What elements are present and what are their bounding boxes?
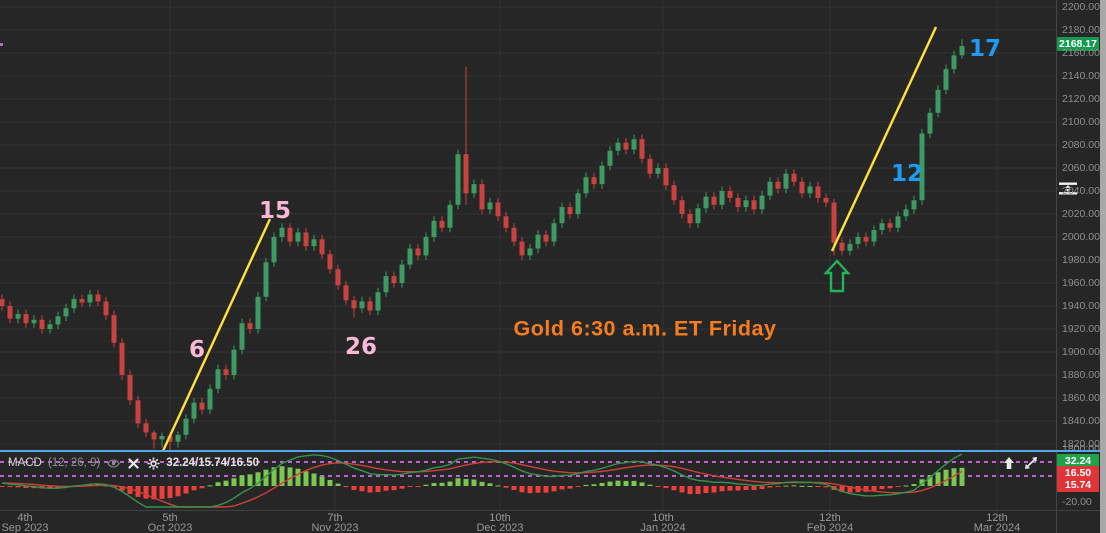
macd-axis-tick: -20.00 — [1062, 496, 1092, 508]
price-tick-label: 2000.00 — [1062, 231, 1100, 243]
macd-value-label: 15.74 — [1057, 478, 1099, 492]
price-scale-drag-handle-icon[interactable] — [1058, 181, 1078, 202]
time-axis-label: 4th Sep 2023 — [1, 512, 49, 533]
time-axis-label: 12th Feb 2024 — [806, 512, 854, 533]
time-axis-label: 10th Dec 2023 — [476, 512, 524, 533]
price-tick-label: 1860.00 — [1062, 392, 1100, 404]
macd-value-label: 32.24 — [1057, 454, 1099, 468]
close-indicator-icon[interactable] — [126, 456, 140, 470]
macd-values: 32.24/15.74/16.50 — [166, 457, 260, 469]
time-axis-label: 10th Jan 2024 — [640, 512, 686, 533]
time-axis[interactable]: 4th Sep 2023 5th Oct 2023 7th Nov 2023 10th Dec… — [0, 510, 1106, 533]
price-tick-label: 2080.00 — [1062, 139, 1100, 151]
price-axis[interactable]: 2168.17 -20.00 1800.00 2200.00 2180.00 216… — [1056, 0, 1100, 533]
price-tick-label: 2140.00 — [1062, 70, 1100, 82]
price-tick-label: 2040.00 — [1062, 185, 1100, 197]
maximize-pane-icon[interactable] — [1024, 456, 1038, 470]
macd-params: (12, 26, 9) — [47, 457, 101, 469]
macd-indicator-header: MACD (12, 26, 9) 32.24/15.74/16.50 — [8, 456, 259, 470]
price-tick-label: 1920.00 — [1062, 323, 1100, 335]
price-tick-label: 2200.00 — [1062, 1, 1100, 13]
price-tick-label: 2120.00 — [1062, 93, 1100, 105]
price-tick-label: 2020.00 — [1062, 208, 1100, 220]
time-axis-label: 12th Mar 2024 — [973, 512, 1021, 533]
time-axis-label: 7th Nov 2023 — [311, 512, 359, 533]
price-tick-label: 2180.00 — [1062, 24, 1100, 36]
price-tick-label: 1900.00 — [1062, 346, 1100, 358]
price-tick-label: 1960.00 — [1062, 277, 1100, 289]
price-tick-label: 1880.00 — [1062, 369, 1100, 381]
pane-controls — [1002, 456, 1038, 470]
pane-separator[interactable] — [0, 450, 1103, 452]
price-tick-label: 1840.00 — [1062, 415, 1100, 427]
price-tick-label: 1980.00 — [1062, 254, 1100, 266]
price-tick-label: 1940.00 — [1062, 300, 1100, 312]
price-tick-label: 1820.00 — [1062, 438, 1100, 450]
macd-value-label: 16.50 — [1057, 466, 1099, 480]
gear-settings-icon[interactable] — [146, 456, 160, 470]
last-price-label: 2168.17 — [1057, 36, 1099, 51]
eye-visibility-icon[interactable] — [106, 456, 120, 470]
move-pane-up-icon[interactable] — [1002, 456, 1016, 470]
clipped-price-tick: 1800.00 — [1062, 443, 1100, 455]
price-tick-label: 2100.00 — [1062, 116, 1100, 128]
macd-title: MACD — [8, 457, 42, 469]
time-axis-label: 5th Oct 2023 — [147, 512, 193, 533]
up-arrow-marker — [823, 259, 851, 293]
price-tick-label: 2060.00 — [1062, 162, 1100, 174]
price-tick-label: 2160.00 — [1062, 47, 1100, 59]
window-scrollbar-strip[interactable] — [1100, 0, 1106, 533]
